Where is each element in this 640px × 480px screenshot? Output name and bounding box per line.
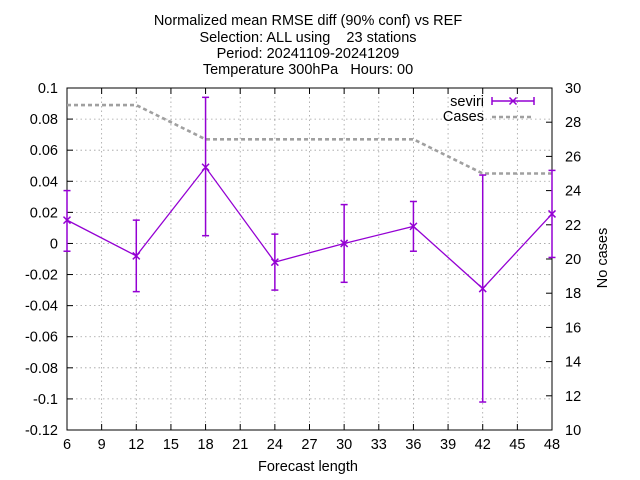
x-tick-label: 24 <box>267 437 283 453</box>
legend-label-seviri: seviri <box>450 94 484 110</box>
x-tick-label: 42 <box>475 437 491 453</box>
y-tick-label: -0.02 <box>25 268 58 284</box>
y2-tick-label: 24 <box>565 184 581 200</box>
y2-tick-label: 26 <box>565 149 581 165</box>
x-tick-label: 12 <box>128 437 144 453</box>
y-tick-label: -0.04 <box>25 299 58 315</box>
y2-tick-label: 18 <box>565 286 581 302</box>
legend-swatch-seviri-point <box>508 96 518 106</box>
seviri-point <box>340 239 349 248</box>
x-tick-label: 39 <box>440 437 456 453</box>
x-tick-label: 27 <box>301 437 317 453</box>
x-axis-label: Forecast length <box>258 459 358 475</box>
y-tick-label: -0.1 <box>33 392 58 408</box>
title-line-1: Normalized mean RMSE diff (90% conf) vs … <box>154 13 463 29</box>
seviri-point <box>270 258 279 267</box>
ticks: 6 9 12 15 18 21 24 27 30 33 36 39 42 45 48 -0.12 -0.1 -0.… <box>25 81 581 453</box>
seviri-point <box>478 284 487 293</box>
seviri-point <box>62 216 72 225</box>
y2-tick-label: 14 <box>565 355 581 371</box>
x-tick-label: 6 <box>63 437 71 453</box>
y2-tick-label: 16 <box>565 320 581 336</box>
x-tick-label: 30 <box>336 437 352 453</box>
y-tick-label: 0.1 <box>38 81 58 97</box>
y2-tick-label: 20 <box>565 252 581 268</box>
y2-axis-label: No cases <box>595 228 611 288</box>
seviri-line <box>66 166 553 290</box>
x-tick-label: 21 <box>232 437 248 453</box>
y-tick-label: 0.08 <box>30 112 58 128</box>
grid <box>67 88 552 430</box>
y-tick-label: 0.04 <box>30 174 58 190</box>
x-tick-label: 9 <box>98 437 106 453</box>
x-tick-label: 45 <box>509 437 525 453</box>
seviri-point <box>547 209 557 218</box>
x-tick-label: 18 <box>198 437 214 453</box>
y-tick-label: 0 <box>50 236 58 252</box>
series-seviri <box>62 96 557 403</box>
seviri-point <box>409 222 418 231</box>
legend-label-cases: Cases <box>443 109 484 125</box>
y-tick-label: -0.12 <box>25 423 58 439</box>
y-tick-label: 0.06 <box>30 143 58 159</box>
title-line-2: Selection: ALL using 23 stations <box>199 30 416 46</box>
y2-tick-label: 12 <box>565 389 581 405</box>
y-tick-label: -0.08 <box>25 361 58 377</box>
x-tick-label: 48 <box>544 437 560 453</box>
y2-tick-label: 10 <box>565 423 581 439</box>
chart-title: Normalized mean RMSE diff (90% conf) vs … <box>154 13 463 78</box>
y2-tick-label: 22 <box>565 218 581 234</box>
seviri-point <box>201 163 210 172</box>
y2-tick-label: 28 <box>565 115 581 131</box>
title-line-3: Period: 20241109-20241209 <box>217 46 400 62</box>
y2-tick-label: 30 <box>565 81 581 97</box>
y-tick-label: -0.06 <box>25 330 58 346</box>
title-line-4: Temperature 300hPa Hours: 00 <box>203 62 413 78</box>
x-tick-label: 15 <box>163 437 179 453</box>
seviri-point <box>132 251 141 260</box>
x-tick-label: 36 <box>405 437 421 453</box>
y-tick-label: 0.02 <box>30 205 58 221</box>
x-tick-label: 33 <box>371 437 387 453</box>
